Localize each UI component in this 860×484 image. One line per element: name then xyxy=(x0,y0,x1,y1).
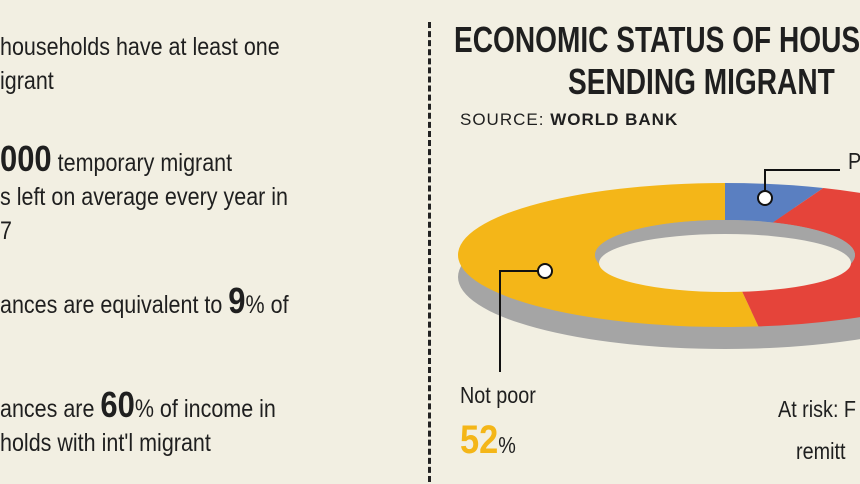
chart-panel: ECONOMIC STATUS OF HOUS SENDING MIGRANT … xyxy=(440,0,860,484)
donut-slice-p xyxy=(725,183,824,223)
dashed-divider xyxy=(428,22,431,482)
donut-chart xyxy=(458,169,860,372)
fact-line: s left on average every year in xyxy=(0,183,289,211)
fact-temporary-migrants: 000 temporary migrant s left on average … xyxy=(0,141,361,248)
value-not-poor: 52% xyxy=(460,418,516,463)
fact-text: temporary migrant xyxy=(51,149,233,177)
leader-poor-dot xyxy=(757,190,773,206)
label-poor: P xyxy=(848,148,860,174)
fact-line: 000 temporary migrant xyxy=(0,141,361,180)
chart-source: SOURCE: WORLD BANK xyxy=(460,110,678,130)
donut-slices xyxy=(458,183,860,349)
fact-text: ances are equivalent to xyxy=(0,291,229,319)
source-label: SOURCE: xyxy=(460,110,545,129)
source-value: WORLD BANK xyxy=(550,110,679,129)
fact-line: holds with int'l migrant xyxy=(0,429,211,457)
leader-not-poor-line xyxy=(499,270,545,372)
fact-number: 9 xyxy=(228,280,246,321)
leader-lines xyxy=(499,169,840,372)
fact-households: households have at least one igrant xyxy=(0,30,361,98)
facts-panel: households have at least one igrant 000 … xyxy=(0,0,420,484)
donut-slice-at-risk-f xyxy=(741,188,860,327)
label-not-poor: Not poor xyxy=(460,382,536,408)
fact-line: ances are equivalent to 9% of xyxy=(0,283,361,322)
label-at-risk: At risk: F xyxy=(778,396,857,422)
chart-title-line1: ECONOMIC STATUS OF HOUS xyxy=(454,19,860,60)
donut-slice-not-poor xyxy=(458,183,759,327)
leader-not-poor-dot xyxy=(537,263,553,279)
leader-poor-line xyxy=(764,169,840,198)
fact-line: households have at least one xyxy=(0,33,280,61)
fact-text: % of income in xyxy=(134,395,276,423)
fact-line: 7 xyxy=(0,217,12,245)
fact-remittances-income: ances are 60% of income in holds with in… xyxy=(0,387,361,460)
percent-sign: % xyxy=(498,432,516,458)
fact-number: 60 xyxy=(100,384,135,425)
label-at-risk-sub: remitt xyxy=(796,438,846,464)
fact-line: igrant xyxy=(0,67,54,95)
fact-remittances-gdp: ances are equivalent to 9% of xyxy=(0,283,361,322)
fact-line: ances are 60% of income in xyxy=(0,387,361,426)
fact-text: % of xyxy=(245,291,289,319)
fact-number: 000 xyxy=(0,138,52,179)
fact-text: ances are xyxy=(0,395,101,423)
chart-title-line2: SENDING MIGRANT xyxy=(568,61,835,102)
donut-hole-inner xyxy=(599,234,851,292)
value-not-poor-number: 52 xyxy=(460,418,499,462)
